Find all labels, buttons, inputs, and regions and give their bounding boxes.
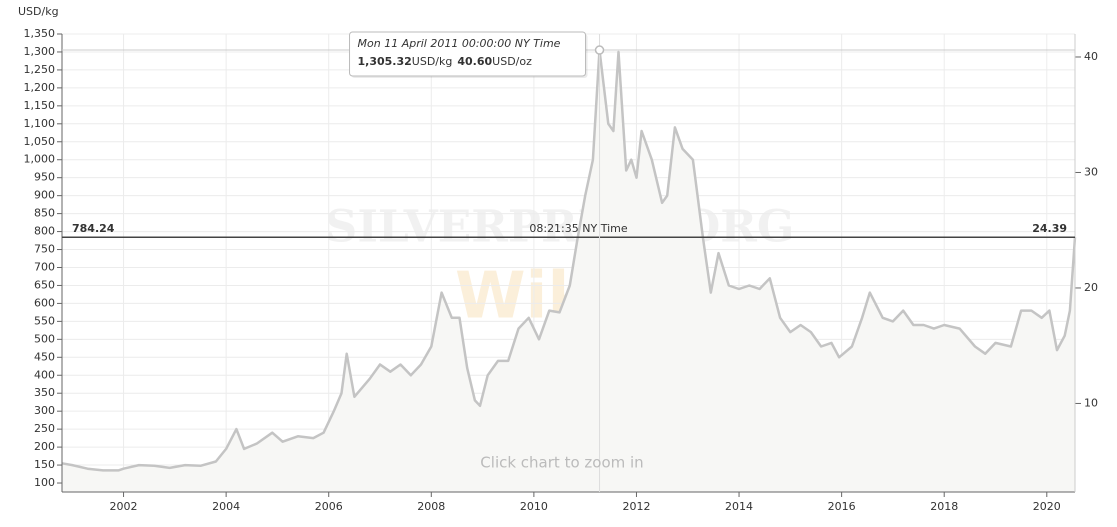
tooltip-point xyxy=(594,45,605,55)
y-tick-label: 1,200 xyxy=(24,81,56,94)
zoom-hint: Click chart to zoom in xyxy=(480,454,643,472)
y-tick-label: 1,150 xyxy=(24,99,56,112)
y2-tick-label: 10 xyxy=(1084,396,1098,409)
y-tick-label: 550 xyxy=(34,314,55,327)
watermark: SILVERPRICE.ORG xyxy=(326,202,795,253)
tooltip-oz-price: 40.60 xyxy=(457,55,492,68)
x-tick-label: 2012 xyxy=(622,500,650,513)
y-tick-label: 900 xyxy=(34,189,55,202)
tooltip-date: Mon 11 April 2011 00:00:00 NY Time xyxy=(358,37,561,50)
current-price-label: 784.24 xyxy=(72,222,115,235)
tooltip-values: 1,305.32USD/kg 40.60USD/oz xyxy=(358,55,533,68)
area xyxy=(62,50,1075,492)
y-tick-label: 800 xyxy=(34,225,55,238)
x-tick-label: 2002 xyxy=(110,500,138,513)
tooltip-price-unit: USD/kg xyxy=(412,55,453,68)
tooltip-price: 1,305.32 xyxy=(358,55,412,68)
y-tick-label: 1,000 xyxy=(24,153,56,166)
current-time-label: 08:21:35 NY Time xyxy=(529,222,627,235)
y-axis-title: USD/kg xyxy=(18,5,59,18)
y-tick-label: 250 xyxy=(34,422,55,435)
y-tick-label: 100 xyxy=(34,476,55,489)
y-tick-label: 850 xyxy=(34,207,55,220)
current-oz-label: 24.39 xyxy=(1032,222,1067,235)
tooltip-oz-unit: USD/oz xyxy=(492,55,532,68)
y2-tick-label: 20 xyxy=(1084,281,1098,294)
x-tick-label: 2004 xyxy=(212,500,240,513)
y-tick-label: 400 xyxy=(34,368,55,381)
x-tick-label: 2018 xyxy=(930,500,958,513)
y-tick-label: 200 xyxy=(34,440,55,453)
y-tick-label: 1,350 xyxy=(24,27,56,40)
y-tick-label: 950 xyxy=(34,171,55,184)
y-tick-label: 300 xyxy=(34,404,55,417)
y-tick-label: 600 xyxy=(34,296,55,309)
x-tick-label: 2010 xyxy=(520,500,548,513)
y-tick-label: 350 xyxy=(34,386,55,399)
y2-tick-label: 30 xyxy=(1084,165,1098,178)
x-tick-label: 2016 xyxy=(828,500,856,513)
y-tick-label: 1,050 xyxy=(24,135,56,148)
y-tick-label: 150 xyxy=(34,458,55,471)
tooltip-box xyxy=(349,31,587,77)
y-tick-label: 700 xyxy=(34,260,55,273)
y-tick-label: 500 xyxy=(34,332,55,345)
line xyxy=(61,48,1077,472)
y-tick-label: 750 xyxy=(34,243,55,256)
x-tick-label: 2008 xyxy=(417,500,445,513)
y-tick-label: 1,100 xyxy=(24,117,56,130)
y-tick-label: 650 xyxy=(34,278,55,291)
y-tick-label: 1,250 xyxy=(24,63,56,76)
x-tick-label: 2014 xyxy=(725,500,753,513)
y-tick-label: 450 xyxy=(34,350,55,363)
x-tick-label: 2020 xyxy=(1033,500,1061,513)
y2-tick-label: 40 xyxy=(1084,50,1098,63)
y-tick-label: 1,300 xyxy=(24,45,56,58)
x-tick-label: 2006 xyxy=(315,500,343,513)
